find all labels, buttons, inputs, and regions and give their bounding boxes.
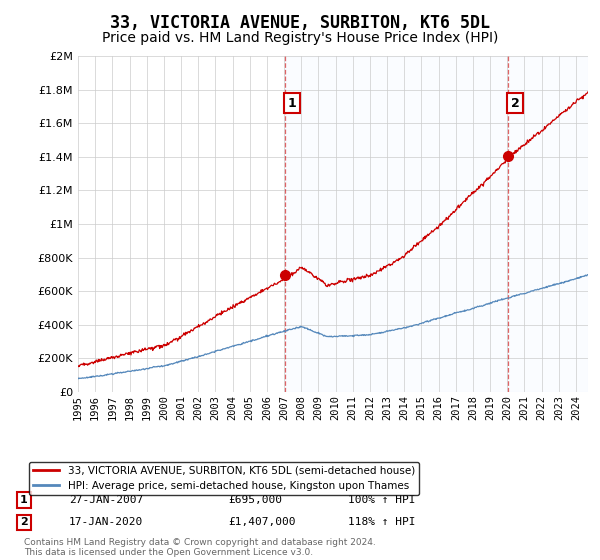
Text: Price paid vs. HM Land Registry's House Price Index (HPI): Price paid vs. HM Land Registry's House … <box>102 31 498 45</box>
Text: 1: 1 <box>20 495 28 505</box>
Text: 1: 1 <box>288 96 296 110</box>
Text: £695,000: £695,000 <box>228 495 282 505</box>
Legend: 33, VICTORIA AVENUE, SURBITON, KT6 5DL (semi-detached house), HPI: Average price: 33, VICTORIA AVENUE, SURBITON, KT6 5DL (… <box>29 461 419 495</box>
Text: Contains HM Land Registry data © Crown copyright and database right 2024.
This d: Contains HM Land Registry data © Crown c… <box>24 538 376 557</box>
Text: 118% ↑ HPI: 118% ↑ HPI <box>348 517 415 528</box>
Text: 33, VICTORIA AVENUE, SURBITON, KT6 5DL: 33, VICTORIA AVENUE, SURBITON, KT6 5DL <box>110 14 490 32</box>
Text: 27-JAN-2007: 27-JAN-2007 <box>69 495 143 505</box>
Bar <box>285 56 588 392</box>
Text: 2: 2 <box>511 96 520 110</box>
Text: £1,407,000: £1,407,000 <box>228 517 296 528</box>
Text: 2: 2 <box>20 517 28 528</box>
Text: 100% ↑ HPI: 100% ↑ HPI <box>348 495 415 505</box>
Text: 17-JAN-2020: 17-JAN-2020 <box>69 517 143 528</box>
